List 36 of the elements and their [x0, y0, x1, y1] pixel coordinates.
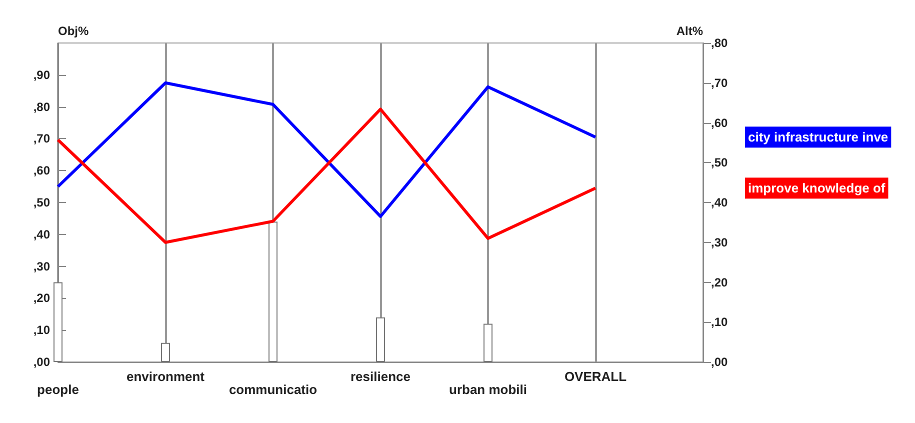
y-tick-label: ,50: [33, 196, 50, 210]
y-tick-label: ,30: [33, 259, 50, 274]
bar: [376, 317, 385, 362]
line-series: [56, 108, 597, 244]
bar: [54, 282, 62, 362]
y-tick-label: ,70: [33, 132, 50, 146]
bar: [268, 222, 278, 362]
y-tick-label: ,90: [33, 68, 50, 82]
y2-tick-label: ,80: [711, 36, 728, 50]
line-series: [56, 81, 597, 218]
y2-tick-label: ,40: [711, 196, 728, 210]
bar: [161, 342, 170, 362]
x-tick-label: resilience: [350, 369, 410, 384]
x-tick-label: OVERALL: [564, 369, 627, 384]
y-tick-label: ,80: [33, 100, 50, 114]
text: city infrastructure inve: [748, 130, 888, 145]
y-tick-label: ,60: [33, 164, 50, 178]
y2-tick-label: ,50: [711, 156, 728, 170]
text: improve knowledge of: [748, 180, 886, 196]
y2-tick-label: ,10: [711, 315, 728, 330]
x-tick-label: urban mobili: [449, 382, 527, 397]
x-tick-label: communicatio: [228, 382, 318, 397]
y-tick-label: ,10: [33, 323, 50, 338]
y2-tick-label: ,70: [711, 76, 728, 90]
y-tick-label: ,40: [33, 227, 50, 242]
y2-axis-title: Alt%: [676, 24, 704, 38]
y2-tick-label: ,60: [711, 116, 728, 130]
y-tick-label: ,20: [33, 291, 50, 306]
y-axis-title: Obj%: [58, 24, 89, 38]
x-tick-label: people: [37, 382, 79, 397]
y-tick-label: ,00: [33, 355, 50, 369]
y2-tick-label: ,00: [711, 355, 728, 369]
y2-tick-label: ,30: [711, 235, 728, 250]
y2-tick-label: ,20: [711, 275, 728, 290]
x-tick-label: environment: [126, 369, 206, 384]
bar: [484, 324, 492, 362]
